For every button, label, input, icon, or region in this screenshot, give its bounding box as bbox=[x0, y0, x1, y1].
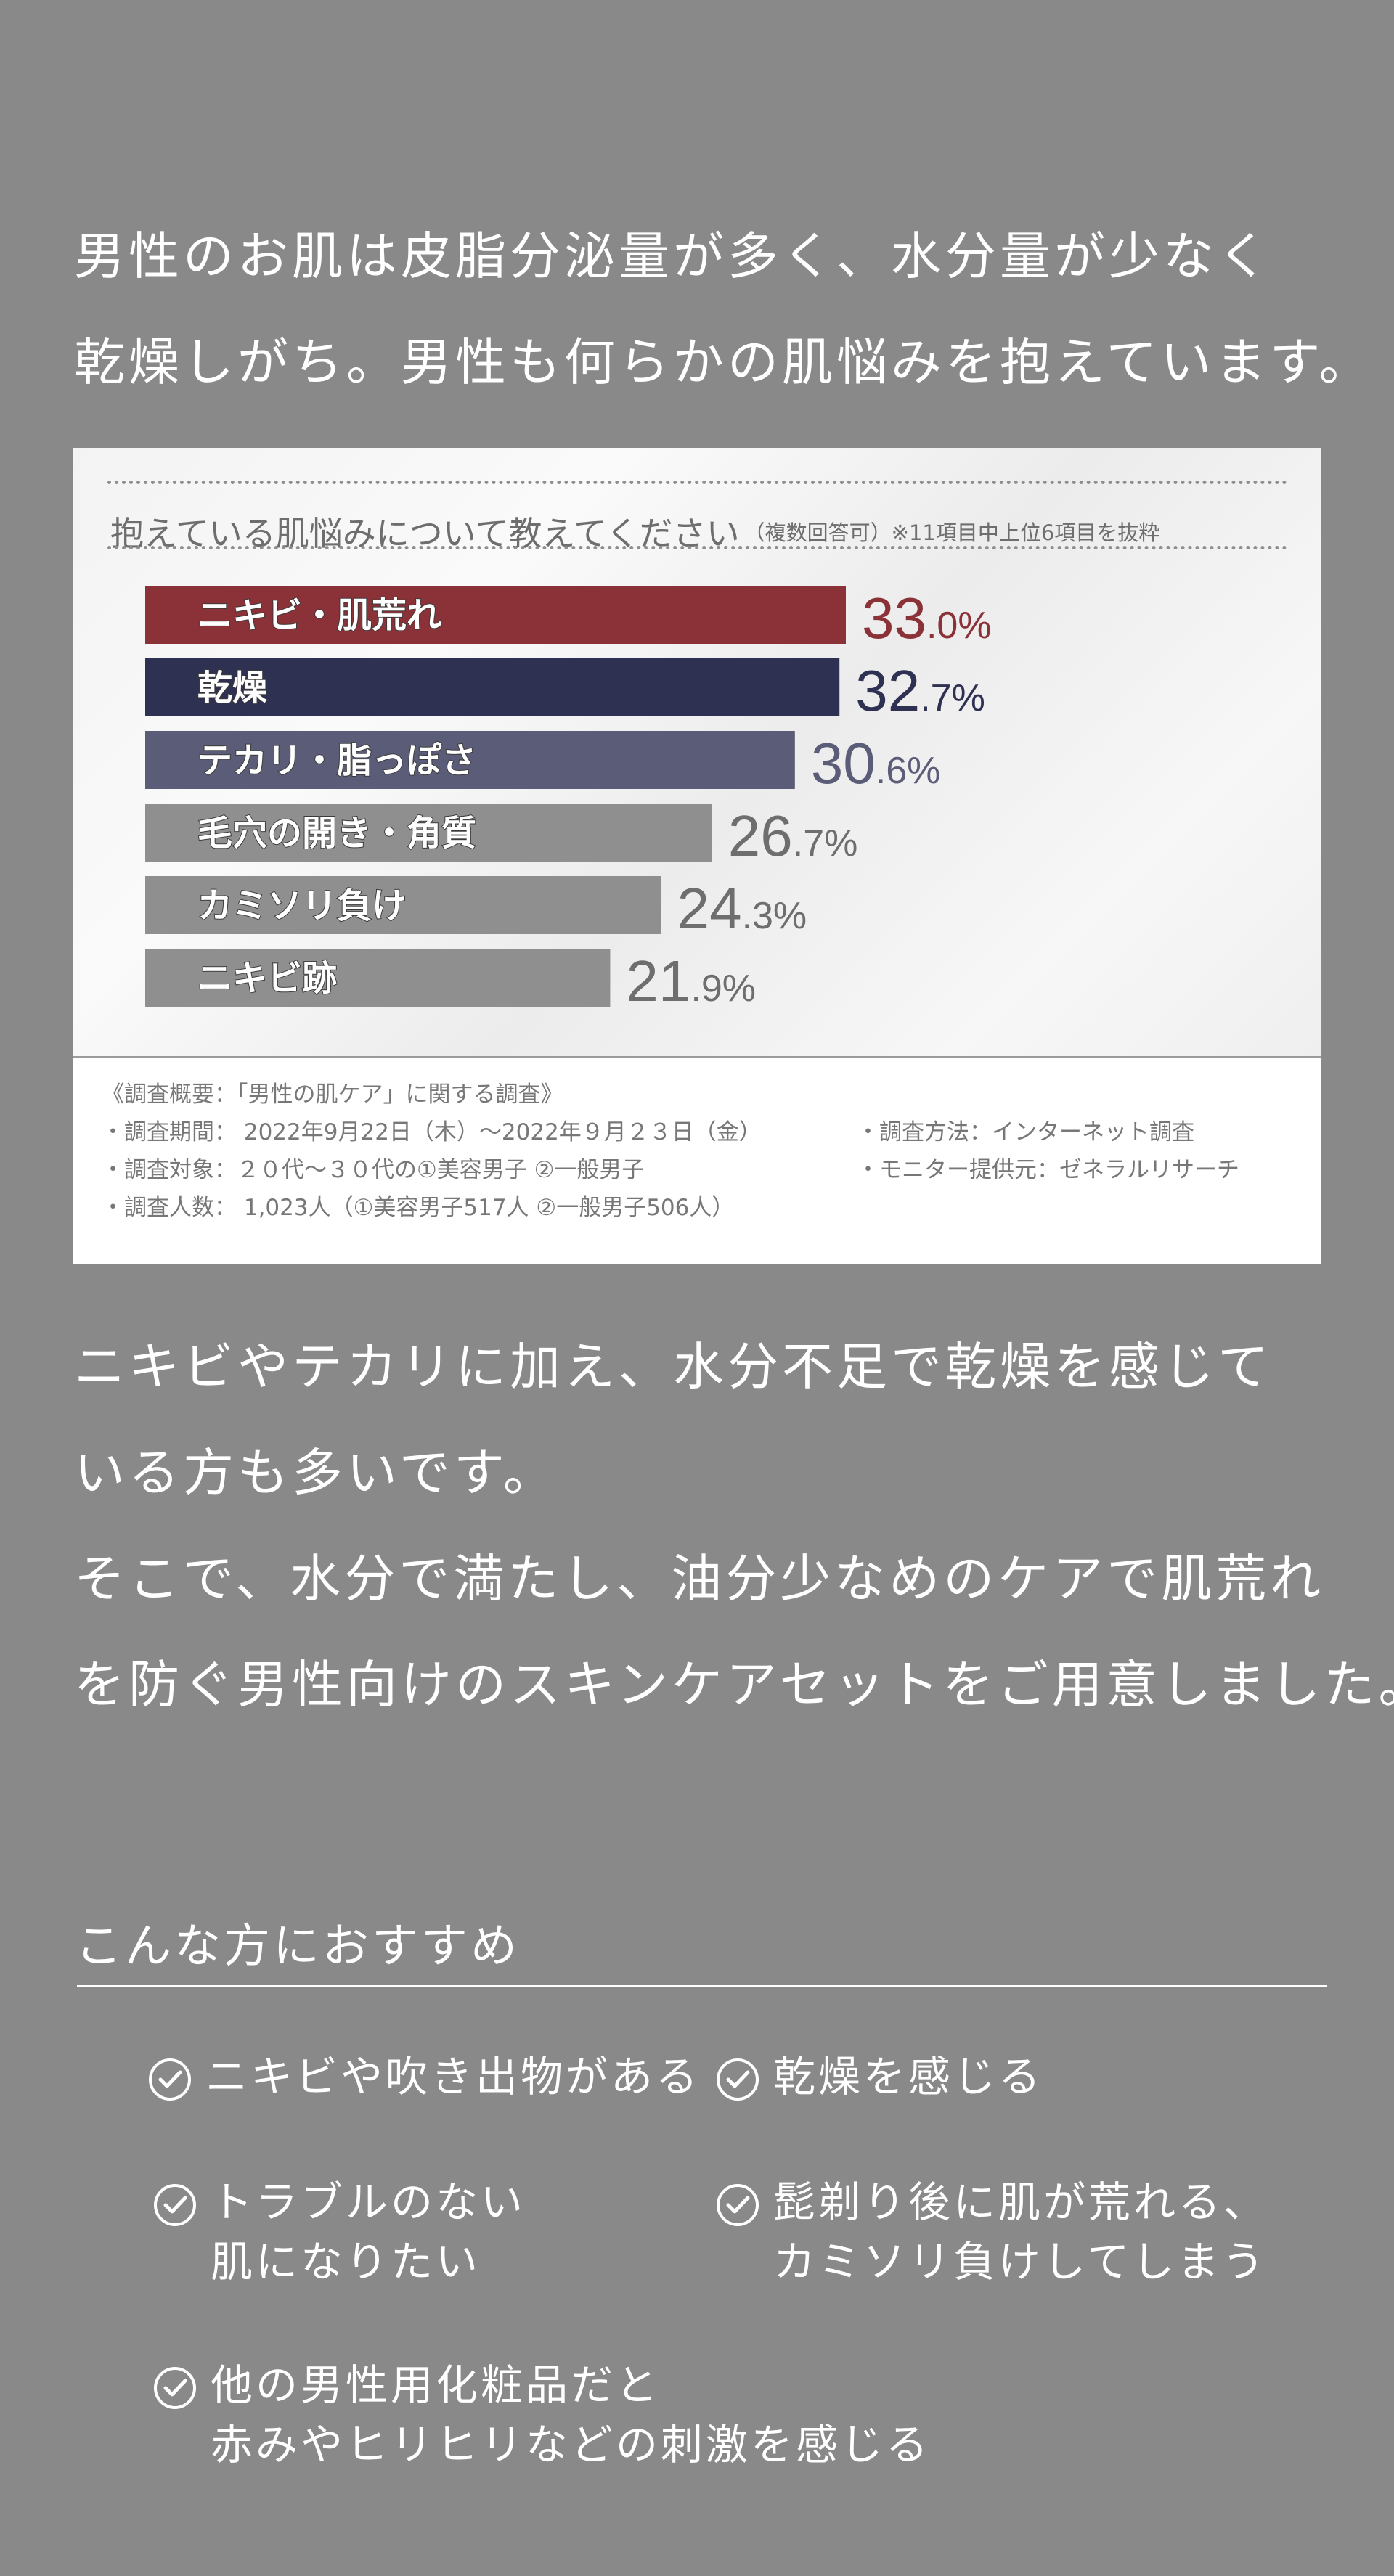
value-label: 33.0% bbox=[862, 586, 992, 650]
value-label: 32.7% bbox=[855, 658, 985, 723]
bar-0 bbox=[145, 586, 846, 644]
bar-5 bbox=[145, 949, 611, 1007]
recommend-item: ニキビや吹き出物がある bbox=[147, 2047, 701, 2106]
category-label: テカリ・脂っぽさ bbox=[197, 740, 476, 781]
category-label: カミソリ負け bbox=[197, 886, 407, 926]
body-line: いる方も多いです。 bbox=[74, 1443, 558, 1502]
summary-target: ・調査対象：２０代〜３０代の①美容男子 ②一般男子 bbox=[102, 1157, 645, 1183]
value-label: 26.7% bbox=[728, 804, 858, 868]
dotted-divider bbox=[107, 546, 1287, 549]
question-note: （複数回答可）※11項目中上位6項目を抜粋 bbox=[743, 520, 1160, 545]
bar-4 bbox=[145, 876, 661, 934]
category-label: ニキビ跡 bbox=[197, 958, 337, 999]
category-label: ニキビ・肌荒れ bbox=[197, 595, 441, 636]
body-line: ニキビやテカリに加え、水分不足で乾燥を感じて bbox=[74, 1337, 1272, 1397]
chart-area: 抱えている肌悩みについて教えてください （複数回答可）※11項目中上位6項目を抜粋… bbox=[73, 448, 1321, 1058]
bar-2 bbox=[145, 731, 795, 789]
recommend-divider bbox=[77, 1985, 1327, 1987]
value-label: 30.6% bbox=[811, 731, 941, 796]
survey-summary: 《調査概要：「男性の肌ケア」に関する調査》 ・調査期間： 2022年9月22日（… bbox=[102, 1076, 1307, 1227]
recommend-item: トラブルのない 肌になりたい bbox=[152, 2172, 526, 2291]
survey-card: 抱えている肌悩みについて教えてください （複数回答可）※11項目中上位6項目を抜粋… bbox=[73, 448, 1321, 1264]
summary-period: ・調査期間： 2022年9月22日（木）〜2022年９月２３日（金） bbox=[102, 1119, 762, 1145]
intro-line: 男性のお肌は皮脂分泌量が多く、水分量が少なく bbox=[74, 226, 1272, 286]
recommend-title: こんな方におすすめ bbox=[76, 1920, 520, 1974]
recommend-line: 髭剃り後に肌が荒れる、 bbox=[773, 2178, 1269, 2227]
check-circle-icon bbox=[149, 2058, 191, 2101]
recommend-item: 乾燥を感じる bbox=[715, 2047, 1043, 2106]
recommend-line: トラブルのない bbox=[211, 2178, 526, 2227]
bar-3 bbox=[145, 804, 712, 862]
summary-method: ・調査方法：インターネット調査 bbox=[857, 1119, 1194, 1145]
category-label: 毛穴の開き・角質 bbox=[197, 813, 476, 854]
value-label: 24.3% bbox=[677, 876, 807, 941]
bar-1 bbox=[145, 658, 840, 716]
intro-text: 男性のお肌は皮脂分泌量が多く、水分量が少なく 乾燥しがち。男性も何らかの肌悩みを… bbox=[74, 203, 1374, 415]
recommend-line: 乾燥を感じる bbox=[773, 2052, 1044, 2101]
summary-count: ・調査人数： 1,023人（①美容男子517人 ②一般男子506人） bbox=[102, 1195, 735, 1221]
body-text: ニキビやテカリに加え、水分不足で乾燥を感じて いる方も多いです。 そこで、水分で… bbox=[74, 1314, 1394, 1738]
recommend-line: 他の男性用化粧品だと bbox=[211, 2360, 661, 2410]
summary-title: 《調査概要：「男性の肌ケア」に関する調査》 bbox=[102, 1081, 563, 1108]
body-line: を防ぐ男性向けのスキンケアセットをご用意しました。 bbox=[74, 1655, 1394, 1714]
check-circle-icon bbox=[154, 2367, 196, 2409]
recommend-item: 髭剃り後に肌が荒れる、 カミソリ負けしてしまう bbox=[715, 2172, 1268, 2291]
value-label: 21.9% bbox=[626, 949, 756, 1013]
recommend-line: ニキビや吹き出物がある bbox=[205, 2052, 701, 2101]
recommend-line: 肌になりたい bbox=[211, 2237, 481, 2286]
check-circle-icon bbox=[717, 2058, 759, 2101]
intro-line: 乾燥しがち。男性も何らかの肌悩みを抱えています。 bbox=[74, 332, 1374, 392]
recommend-line: 赤みやヒリヒリなどの刺激を感じる bbox=[211, 2420, 932, 2469]
check-circle-icon bbox=[717, 2184, 759, 2226]
bar-chart: ニキビ・肌荒れ 33.0% 乾燥 32.7% テカリ・脂っぽさ 30.6% 毛穴の開き・角質… bbox=[145, 586, 992, 1013]
body-line: そこで、水分で満たし、油分少なめのケアで肌荒れ bbox=[74, 1549, 1325, 1608]
dotted-divider bbox=[107, 481, 1287, 484]
category-label: 乾燥 bbox=[197, 668, 268, 708]
check-circle-icon bbox=[154, 2184, 196, 2226]
summary-provider: ・モニター提供元：ゼネラルリサーチ bbox=[857, 1157, 1239, 1183]
recommend-item: 他の男性用化粧品だと 赤みやヒリヒリなどの刺激を感じる bbox=[152, 2355, 931, 2474]
recommend-line: カミソリ負けしてしまう bbox=[773, 2237, 1268, 2286]
